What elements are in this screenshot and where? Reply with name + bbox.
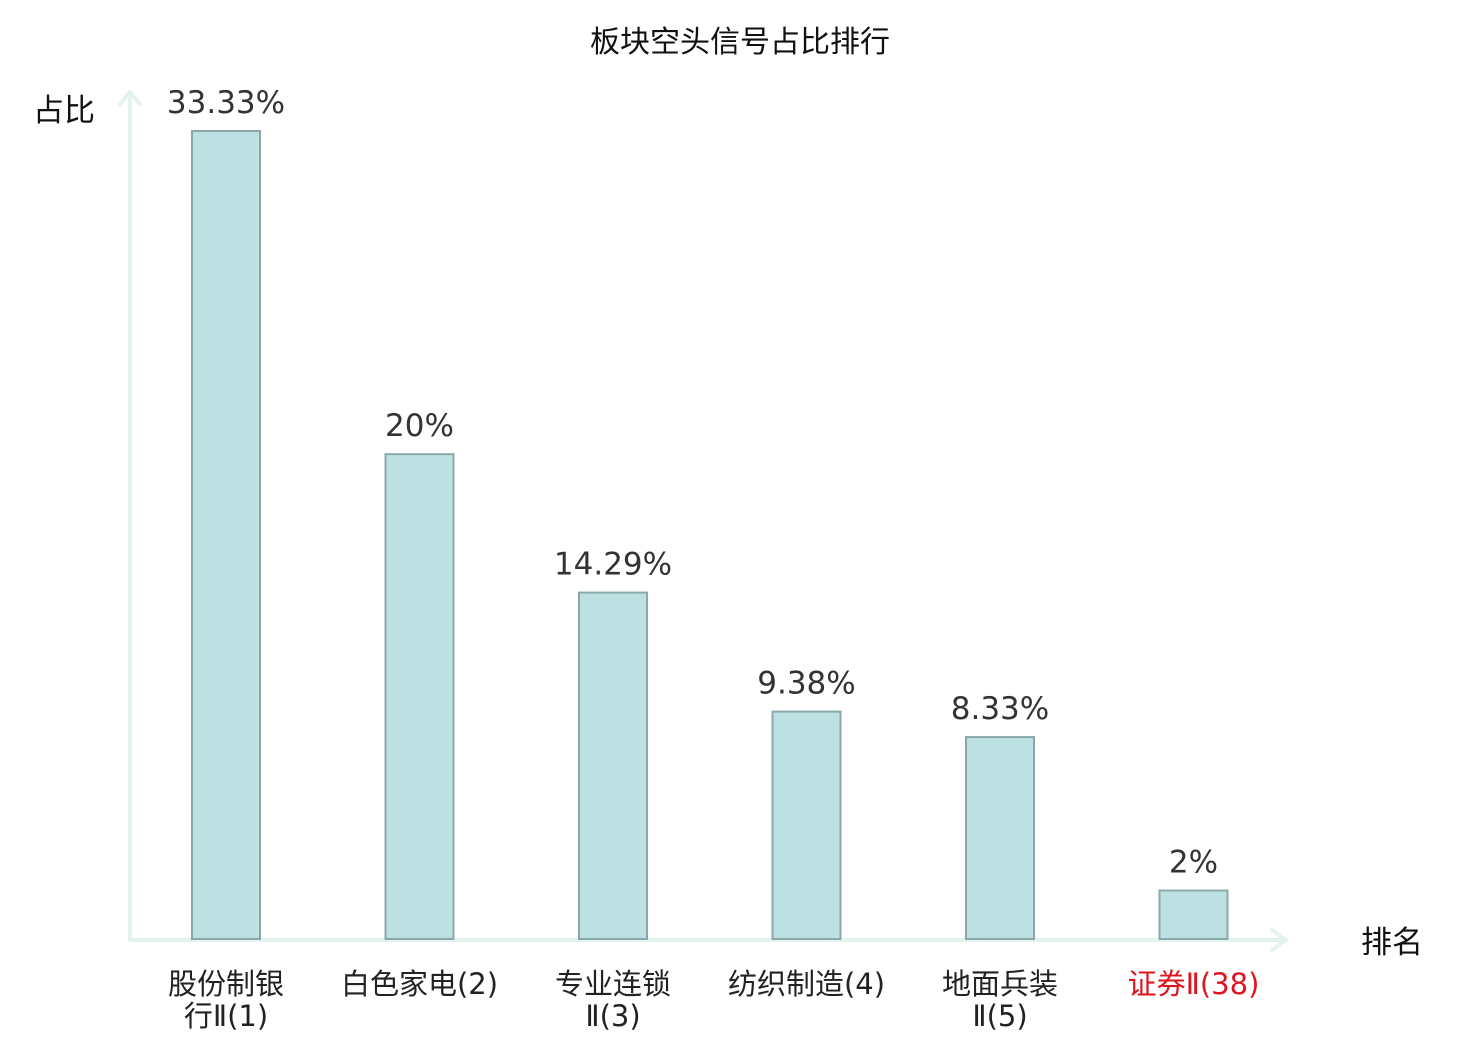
x-axis-label: 排名	[1361, 925, 1423, 961]
bar-value-label: 20%	[385, 408, 454, 444]
bar-value-label: 2%	[1169, 845, 1218, 881]
x-axis-arrow	[1270, 928, 1288, 952]
chart-title: 板块空头信号占比排行	[590, 25, 890, 60]
category-tick-label: 纺织制造(4)	[728, 967, 885, 1001]
category-tick-label: 股份制银	[168, 967, 284, 1001]
bar	[965, 736, 1035, 940]
bar	[578, 591, 648, 940]
bar-value-label: 33.33%	[167, 85, 285, 121]
bar	[191, 130, 261, 940]
value-labels-group: 33.33% 20% 14.29% 9.38% 8.33% 2%	[167, 85, 1218, 881]
category-tick-label: 专业连锁	[555, 967, 671, 1001]
category-tick-label: 白色家电(2)	[341, 967, 498, 1001]
bar	[384, 453, 455, 940]
bar-value-label: 14.29%	[554, 547, 672, 583]
category-tick-label: 行Ⅱ(1)	[184, 999, 268, 1033]
bar	[1158, 889, 1229, 940]
bar	[771, 710, 842, 941]
y-axis-label: 占比	[33, 93, 95, 129]
bars-group	[191, 130, 1229, 941]
y-axis-arrow	[118, 90, 142, 106]
bar-value-label: 8.33%	[951, 691, 1049, 727]
bar-value-label: 9.38%	[757, 666, 855, 702]
category-tick-label: Ⅱ(3)	[585, 999, 640, 1033]
category-tick-label: Ⅱ(5)	[972, 999, 1027, 1033]
category-tick-label: 地面兵装	[942, 967, 1058, 1001]
category-tick-label: 证券Ⅱ(38)	[1128, 967, 1260, 1001]
